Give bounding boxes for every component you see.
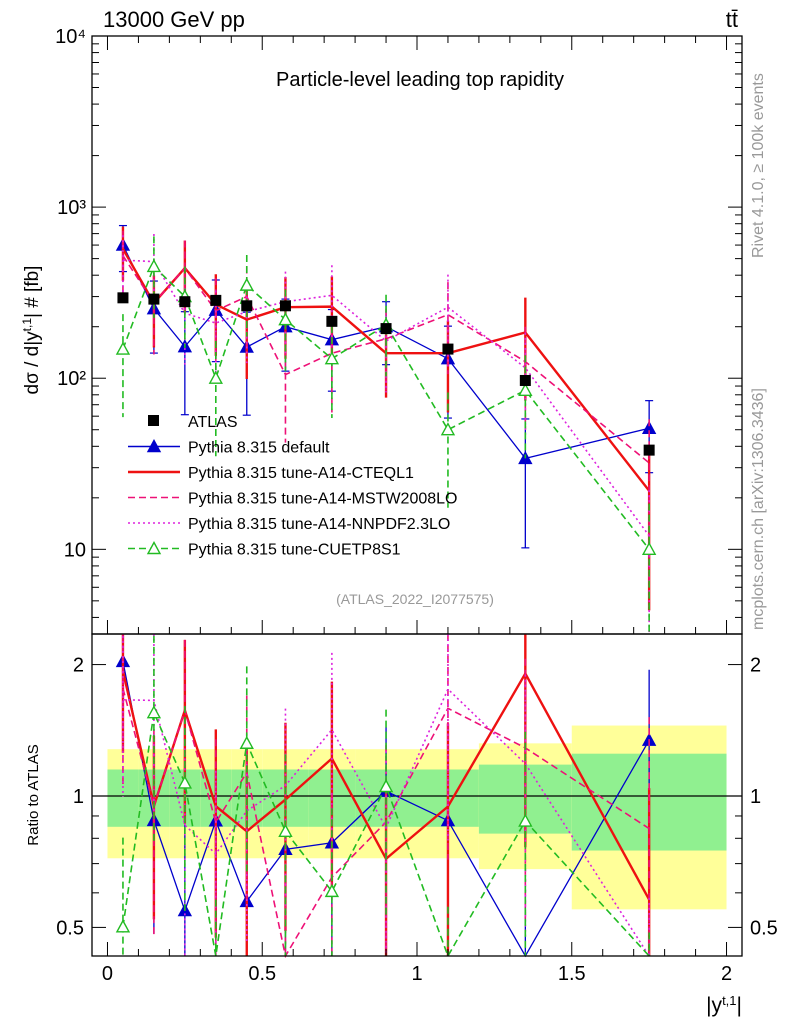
cuetp8s1-ratio-marker bbox=[177, 775, 193, 789]
cuetp8s1-ratio-marker bbox=[146, 705, 162, 719]
y-tick-label: 10³ bbox=[57, 197, 86, 219]
legend-label: Pythia 8.315 tune-A14-MSTW2008LO bbox=[188, 491, 457, 508]
atlas-data-point bbox=[326, 315, 338, 327]
legend-label: Pythia 8.315 default bbox=[188, 440, 330, 457]
cuetp8s1-ratio-line bbox=[122, 709, 650, 958]
x-tick-label: 2 bbox=[721, 963, 732, 985]
legend-label: Pythia 8.315 tune-CUETP8S1 bbox=[188, 542, 401, 559]
cuetp8s1-marker bbox=[115, 341, 131, 355]
mstw-line bbox=[122, 255, 650, 464]
process-label: tt̄ bbox=[726, 7, 738, 32]
ratio-tick-label: 1 bbox=[73, 786, 84, 808]
cuetp8s1-marker bbox=[518, 382, 533, 396]
cuetp8s1-ratio-marker bbox=[278, 823, 293, 837]
legend-label: Pythia 8.315 tune-A14-NNPDF2.3LO bbox=[188, 516, 450, 533]
cuetp8s1-marker bbox=[440, 422, 456, 436]
atlas-data-point bbox=[643, 444, 655, 456]
cuetp8s1-marker bbox=[146, 258, 162, 273]
x-tick-label: 1.5 bbox=[558, 963, 586, 985]
atlas-data-point bbox=[210, 294, 222, 306]
y-tick-label: 10⁴ bbox=[55, 26, 86, 48]
plot-title: Particle-level leading top rapidity bbox=[276, 69, 564, 91]
x-tick-label: 1 bbox=[411, 963, 422, 985]
atlas-data-point bbox=[179, 296, 191, 308]
cuetp8s1-ratio-marker bbox=[324, 883, 340, 898]
cuetp8s1-marker bbox=[641, 541, 657, 556]
legend-atlas-marker bbox=[148, 415, 159, 426]
cuetp8s1-ratio-marker bbox=[378, 779, 394, 793]
ratio-tick-label-right: 2 bbox=[750, 655, 761, 677]
cuetp8s1-ratio-marker bbox=[518, 813, 533, 827]
atlas-data-point bbox=[442, 343, 454, 355]
x-axis-title: |yt,1| bbox=[706, 993, 742, 1018]
rivet-label: Rivet 4.1.0, ≥ 100k events bbox=[750, 73, 767, 258]
atlas-data-point bbox=[148, 293, 160, 305]
cuetp8s1-marker bbox=[324, 351, 340, 365]
legend-label: ATLAS bbox=[188, 414, 238, 431]
ratio-tick-label-right: 0.5 bbox=[750, 917, 778, 939]
ratio-tick-label-right: 1 bbox=[750, 786, 761, 808]
ratio-tick-label: 2 bbox=[73, 655, 84, 677]
ratio-tick-label: 0.5 bbox=[56, 917, 84, 939]
y-tick-label: 10 bbox=[64, 539, 86, 561]
atlas-data-point bbox=[241, 300, 253, 312]
mcplots-label: mcplots.cern.ch [arXiv:1306.3436] bbox=[750, 388, 767, 630]
cuetp8s1-marker bbox=[208, 370, 223, 384]
y-tick-label: 10² bbox=[57, 368, 86, 390]
legend-default-marker bbox=[146, 439, 162, 453]
legend-label: Pythia 8.315 tune-A14-CTEQL1 bbox=[188, 465, 414, 482]
atlas-data-point bbox=[117, 292, 129, 304]
y-axis-title: dσ / d|yt,1| # [fb] bbox=[20, 266, 43, 395]
x-tick-label: 0 bbox=[102, 963, 113, 985]
analysis-label: (ATLAS_2022_I2077575) bbox=[336, 591, 494, 607]
cuetp8s1-ratio-marker bbox=[115, 919, 131, 933]
cuetp8s1-marker bbox=[239, 277, 254, 291]
cuetp8s1-ratio-marker bbox=[239, 735, 254, 749]
x-tick-label: 0.5 bbox=[248, 963, 276, 985]
atlas-data-point bbox=[519, 374, 531, 386]
atlas-data-point bbox=[380, 323, 392, 335]
legend-cuetp8s1-marker bbox=[146, 541, 162, 555]
energy-label: 13000 GeV pp bbox=[103, 7, 245, 32]
ratio-axis-title: Ratio to ATLAS bbox=[25, 744, 42, 845]
nnpdf-ratio-line bbox=[122, 687, 650, 957]
cuetp8s1-marker bbox=[278, 312, 293, 326]
atlas-data-point bbox=[279, 300, 291, 312]
